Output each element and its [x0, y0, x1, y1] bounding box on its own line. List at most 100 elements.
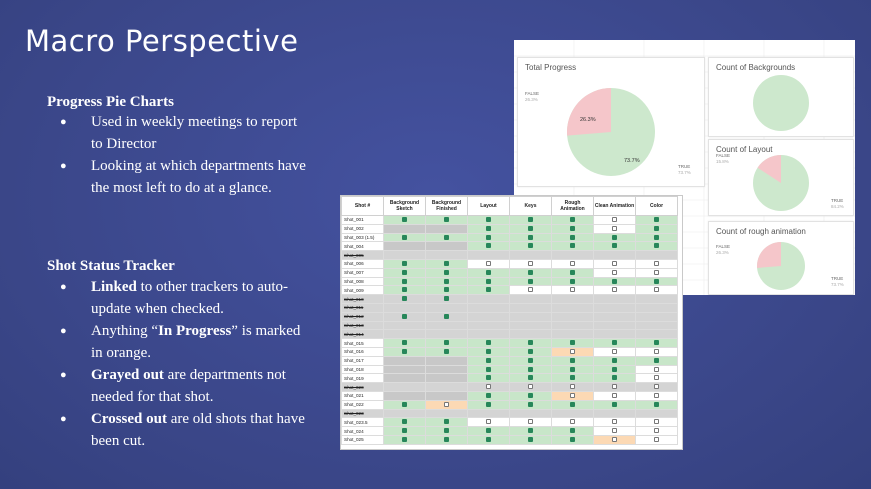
checked-checkbox[interactable] — [612, 340, 617, 346]
checked-checkbox[interactable] — [528, 393, 533, 398]
checked-checkbox[interactable] — [528, 428, 533, 434]
unchecked-checkbox[interactable] — [654, 419, 659, 425]
checked-checkbox[interactable] — [486, 269, 491, 275]
unchecked-checkbox[interactable] — [570, 287, 575, 293]
checked-checkbox[interactable] — [486, 287, 491, 293]
checked-checkbox[interactable] — [528, 349, 533, 355]
checked-checkbox[interactable] — [444, 313, 449, 319]
checked-checkbox[interactable] — [444, 436, 449, 442]
checked-checkbox[interactable] — [444, 349, 449, 355]
unchecked-checkbox[interactable] — [654, 287, 659, 293]
checked-checkbox[interactable] — [402, 269, 407, 275]
unchecked-checkbox[interactable] — [528, 419, 533, 425]
checked-checkbox[interactable] — [402, 296, 407, 302]
checked-checkbox[interactable] — [528, 269, 533, 275]
checked-checkbox[interactable] — [570, 340, 575, 346]
unchecked-checkbox[interactable] — [654, 384, 659, 390]
checked-checkbox[interactable] — [612, 234, 617, 240]
unchecked-checkbox[interactable] — [570, 393, 575, 398]
checked-checkbox[interactable] — [570, 436, 575, 442]
checked-checkbox[interactable] — [444, 428, 449, 434]
checked-checkbox[interactable] — [444, 296, 449, 302]
unchecked-checkbox[interactable] — [570, 261, 575, 267]
checked-checkbox[interactable] — [570, 243, 575, 249]
unchecked-checkbox[interactable] — [654, 428, 659, 434]
checked-checkbox[interactable] — [570, 357, 575, 363]
checked-checkbox[interactable] — [444, 287, 449, 293]
checked-checkbox[interactable] — [654, 278, 659, 284]
checked-checkbox[interactable] — [402, 436, 407, 442]
checked-checkbox[interactable] — [402, 313, 407, 319]
checked-checkbox[interactable] — [528, 436, 533, 442]
checked-checkbox[interactable] — [612, 366, 617, 372]
checked-checkbox[interactable] — [528, 217, 533, 223]
unchecked-checkbox[interactable] — [486, 261, 491, 267]
checked-checkbox[interactable] — [402, 261, 407, 267]
checked-checkbox[interactable] — [486, 357, 491, 363]
unchecked-checkbox[interactable] — [570, 384, 575, 390]
checked-checkbox[interactable] — [402, 401, 407, 407]
unchecked-checkbox[interactable] — [486, 419, 491, 425]
unchecked-checkbox[interactable] — [570, 419, 575, 425]
unchecked-checkbox[interactable] — [612, 419, 617, 425]
checked-checkbox[interactable] — [486, 217, 491, 223]
checked-checkbox[interactable] — [528, 366, 533, 372]
checked-checkbox[interactable] — [654, 225, 659, 231]
unchecked-checkbox[interactable] — [612, 384, 617, 390]
unchecked-checkbox[interactable] — [612, 428, 617, 434]
checked-checkbox[interactable] — [654, 401, 659, 407]
checked-checkbox[interactable] — [654, 234, 659, 240]
unchecked-checkbox[interactable] — [528, 287, 533, 293]
checked-checkbox[interactable] — [570, 234, 575, 240]
unchecked-checkbox[interactable] — [654, 366, 659, 372]
checked-checkbox[interactable] — [570, 217, 575, 223]
checked-checkbox[interactable] — [528, 375, 533, 381]
unchecked-checkbox[interactable] — [654, 436, 659, 442]
unchecked-checkbox[interactable] — [612, 269, 617, 275]
checked-checkbox[interactable] — [612, 375, 617, 381]
checked-checkbox[interactable] — [486, 366, 491, 372]
checked-checkbox[interactable] — [402, 349, 407, 355]
checked-checkbox[interactable] — [402, 340, 407, 346]
checked-checkbox[interactable] — [486, 428, 491, 434]
checked-checkbox[interactable] — [486, 234, 491, 240]
checked-checkbox[interactable] — [528, 357, 533, 363]
checked-checkbox[interactable] — [570, 375, 575, 381]
checked-checkbox[interactable] — [444, 261, 449, 267]
unchecked-checkbox[interactable] — [654, 269, 659, 275]
checked-checkbox[interactable] — [570, 225, 575, 231]
checked-checkbox[interactable] — [486, 225, 491, 231]
checked-checkbox[interactable] — [486, 401, 491, 407]
unchecked-checkbox[interactable] — [528, 384, 533, 390]
checked-checkbox[interactable] — [528, 401, 533, 407]
checked-checkbox[interactable] — [654, 357, 659, 363]
unchecked-checkbox[interactable] — [612, 436, 617, 442]
checked-checkbox[interactable] — [402, 287, 407, 293]
unchecked-checkbox[interactable] — [612, 261, 617, 267]
checked-checkbox[interactable] — [612, 243, 617, 249]
unchecked-checkbox[interactable] — [570, 349, 575, 355]
checked-checkbox[interactable] — [528, 340, 533, 346]
checked-checkbox[interactable] — [570, 366, 575, 372]
checked-checkbox[interactable] — [402, 419, 407, 425]
checked-checkbox[interactable] — [486, 349, 491, 355]
checked-checkbox[interactable] — [570, 269, 575, 275]
checked-checkbox[interactable] — [444, 419, 449, 425]
unchecked-checkbox[interactable] — [612, 225, 617, 231]
checked-checkbox[interactable] — [528, 234, 533, 240]
checked-checkbox[interactable] — [444, 340, 449, 346]
checked-checkbox[interactable] — [444, 217, 449, 223]
checked-checkbox[interactable] — [528, 225, 533, 231]
unchecked-checkbox[interactable] — [654, 261, 659, 267]
checked-checkbox[interactable] — [486, 278, 491, 284]
unchecked-checkbox[interactable] — [612, 349, 617, 355]
unchecked-checkbox[interactable] — [528, 261, 533, 267]
unchecked-checkbox[interactable] — [444, 401, 449, 407]
checked-checkbox[interactable] — [654, 217, 659, 223]
checked-checkbox[interactable] — [402, 428, 407, 434]
unchecked-checkbox[interactable] — [486, 384, 491, 390]
unchecked-checkbox[interactable] — [654, 393, 659, 398]
checked-checkbox[interactable] — [486, 393, 491, 398]
checked-checkbox[interactable] — [612, 401, 617, 407]
checked-checkbox[interactable] — [612, 278, 617, 284]
